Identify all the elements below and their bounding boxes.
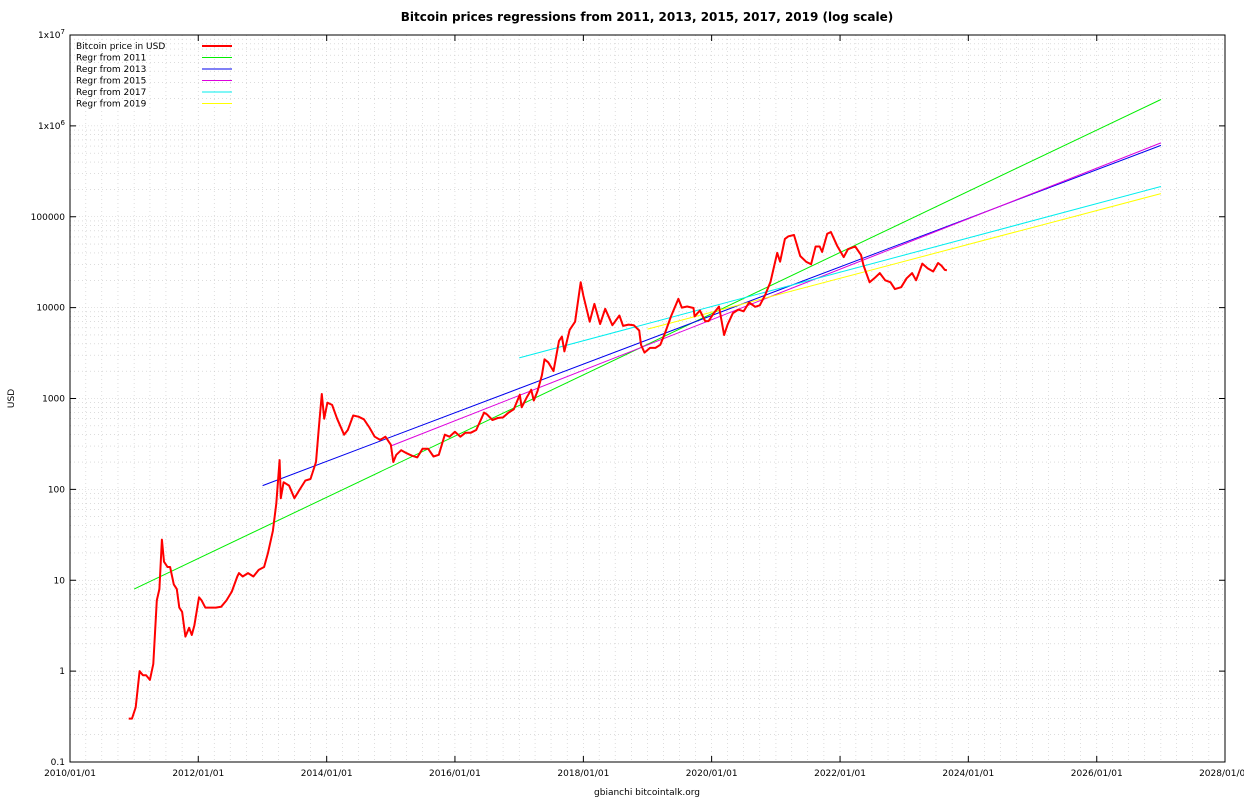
x-axis-ticks: 2010/01/01 2012/01/01 2014/01/01 2016/01/01… bbox=[44, 35, 1244, 779]
y-tick-label: 1x106 bbox=[38, 119, 66, 132]
x-tick-label: 2018/01/01 bbox=[557, 769, 609, 779]
series-layer bbox=[128, 99, 1162, 720]
series-bitcoin-price-in-usd-line bbox=[128, 231, 948, 720]
legend-label: Regr from 2019 bbox=[76, 100, 147, 110]
x-tick-label: 2020/01/01 bbox=[686, 769, 738, 779]
series-regr-from-2011-line bbox=[133, 99, 1162, 590]
x-tick-label: 2014/01/01 bbox=[301, 769, 353, 779]
y-tick-label: 1x107 bbox=[38, 28, 65, 41]
grid bbox=[70, 35, 1225, 763]
legend-label: Bitcoin price in USD bbox=[76, 42, 165, 52]
series-regr-from-2019-line bbox=[647, 193, 1162, 330]
y-tick-label: 10 bbox=[54, 576, 66, 586]
y-tick-label: 1000 bbox=[42, 395, 65, 405]
legend-label: Regr from 2015 bbox=[76, 77, 146, 87]
y-axis-ticks: 0.1 1 10 100 1000 10000 100000 1x106 1x107 bbox=[31, 28, 1225, 768]
y-tick-exponent: 6 bbox=[61, 119, 66, 127]
y-tick-label: 0.1 bbox=[51, 758, 65, 768]
y-tick-label: 100000 bbox=[31, 213, 66, 223]
y-tick-exponent: 7 bbox=[61, 28, 65, 36]
x-tick-label: 2024/01/01 bbox=[942, 769, 994, 779]
x-tick-label: 2026/01/01 bbox=[1071, 769, 1123, 779]
x-tick-label: 2016/01/01 bbox=[429, 769, 481, 779]
x-tick-label: 2012/01/01 bbox=[172, 769, 224, 779]
legend-label: Regr from 2013 bbox=[76, 65, 146, 75]
x-tick-label: 2022/01/01 bbox=[814, 769, 866, 779]
y-tick-label: 1 bbox=[59, 667, 65, 677]
x-axis-label: gbianchi bitcointalk.org bbox=[594, 788, 700, 798]
legend-label: Regr from 2011 bbox=[76, 54, 146, 64]
series-regr-from-2017-line bbox=[519, 186, 1162, 359]
x-tick-label: 2028/01/01 bbox=[1199, 769, 1244, 779]
chart-title: Bitcoin prices regressions from 2011, 20… bbox=[401, 10, 893, 24]
y-axis-label: USD bbox=[7, 389, 17, 408]
legend-label: Regr from 2017 bbox=[76, 88, 146, 98]
y-tick-label: 10000 bbox=[36, 304, 65, 314]
x-tick-label: 2010/01/01 bbox=[44, 769, 96, 779]
y-tick-label: 100 bbox=[48, 485, 65, 495]
